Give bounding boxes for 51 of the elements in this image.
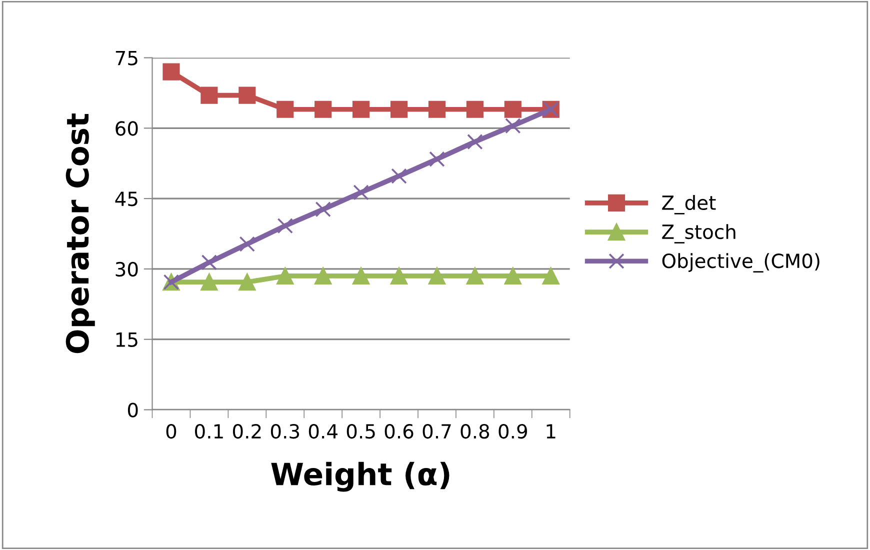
y-tick-label: 30: [116, 262, 138, 277]
x-axis-title: Weight (α): [271, 462, 450, 492]
point: [467, 134, 483, 150]
point: [239, 236, 256, 252]
y-axis-title: Operator Cost: [66, 114, 95, 354]
legend-label: Z_det: [662, 194, 716, 214]
point: [505, 118, 521, 134]
point: [352, 267, 370, 285]
point: [276, 100, 294, 118]
point: [542, 267, 560, 285]
point: [391, 168, 407, 184]
x-tick-label: 0: [166, 424, 176, 439]
x-tick-label: 0.4: [308, 424, 338, 439]
point: [315, 201, 331, 218]
point: [277, 218, 293, 234]
point: [238, 274, 256, 291]
point: [200, 274, 218, 291]
y-tick-label: 60: [116, 121, 138, 136]
point: [504, 100, 522, 118]
point: [201, 254, 218, 270]
y-tick-label: 0: [128, 402, 138, 418]
x-tick-label: 0.5: [346, 424, 375, 439]
point: [390, 267, 408, 285]
point: [390, 100, 408, 118]
point: [276, 267, 294, 285]
x-tick-label: 0.6: [384, 424, 414, 439]
point: [428, 100, 446, 118]
point: [200, 86, 218, 104]
point: [428, 267, 446, 285]
x-tick-label: 0.1: [195, 424, 223, 439]
point: [238, 86, 256, 104]
point: [466, 100, 484, 118]
y-tick-label: 45: [115, 192, 138, 206]
x-tick-label: 1: [546, 424, 556, 438]
x-tick-label: 0.7: [422, 424, 451, 439]
point: [352, 100, 370, 118]
y-tick-label: 75: [116, 50, 138, 66]
legend-label: Objective_(CM0): [662, 253, 820, 273]
point: [353, 184, 369, 200]
point: [314, 267, 332, 285]
point: [466, 267, 484, 285]
x-tick-label: 0.8: [460, 424, 490, 439]
x-tick-label: 0.3: [270, 424, 300, 439]
point: [162, 63, 180, 80]
point: [504, 267, 522, 285]
x-tick-label: 0.2: [232, 424, 261, 439]
legend-label: Z_stoch: [662, 224, 736, 244]
y-tick-label: 15: [116, 332, 138, 348]
x-tick-label: 0.9: [498, 424, 527, 439]
point: [429, 151, 445, 167]
point: [314, 100, 332, 118]
